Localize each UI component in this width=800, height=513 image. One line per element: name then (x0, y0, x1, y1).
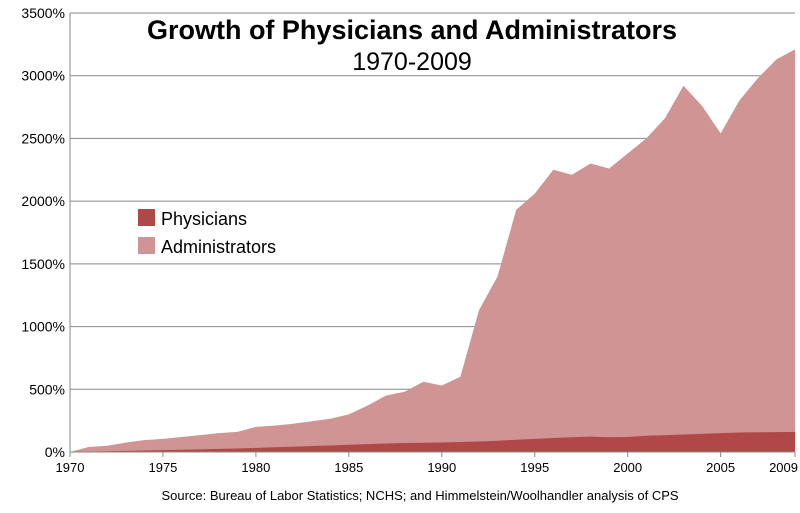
y-tick-label: 500% (29, 381, 65, 397)
y-tick-label: 1000% (21, 319, 65, 335)
source-note: Source: Bureau of Labor Statistics; NCHS… (161, 488, 678, 503)
legend-label-administrators: Administrators (161, 237, 276, 257)
x-tick-label: 2009 (769, 460, 798, 475)
gridlines (70, 12, 795, 390)
chart-title: Growth of Physicians and Administrators (147, 15, 677, 45)
y-tick-label: 2500% (21, 130, 65, 146)
area-physicians (70, 431, 795, 452)
y-tick-label: 3000% (21, 68, 65, 84)
legend-swatch-administrators (138, 237, 155, 254)
legend: Physicians Administrators (138, 209, 276, 257)
area-administrators (70, 49, 795, 452)
x-tick-label: 1980 (241, 460, 270, 475)
y-tick-labels: 0% 500% 1000% 1500% 2000% 2500% 3000% 3500% (21, 5, 65, 460)
x-tick-label: 1995 (520, 460, 549, 475)
x-tick-label: 2000 (613, 460, 642, 475)
y-tick-label: 0% (45, 444, 65, 460)
y-tick-label: 1500% (21, 256, 65, 272)
x-tick-labels: 1970 1975 1980 1985 1990 1995 2000 2005 2009 (56, 452, 798, 475)
legend-label-physicians: Physicians (161, 209, 247, 229)
x-tick-label: 1975 (148, 460, 177, 475)
x-tick-label: 1990 (427, 460, 456, 475)
x-tick-label: 2005 (706, 460, 735, 475)
y-tick-label: 2000% (21, 193, 65, 209)
chart-subtitle: 1970-2009 (352, 48, 472, 76)
y-tick-label: 3500% (21, 5, 65, 21)
legend-swatch-physicians (138, 209, 155, 226)
x-tick-label: 1985 (334, 460, 363, 475)
x-tick-label: 1970 (56, 460, 85, 475)
area-series (70, 49, 795, 452)
